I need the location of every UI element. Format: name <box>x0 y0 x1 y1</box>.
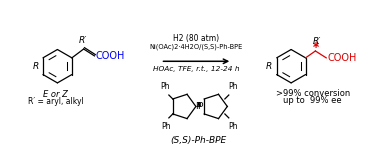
Text: R′: R′ <box>79 36 87 45</box>
Text: P: P <box>197 102 203 111</box>
Text: COOH: COOH <box>327 53 356 63</box>
Text: Ph: Ph <box>160 82 170 91</box>
Text: R: R <box>33 62 39 71</box>
Text: COOH: COOH <box>95 51 125 61</box>
Text: P: P <box>195 102 200 111</box>
Text: R′ = aryl, alkyl: R′ = aryl, alkyl <box>28 97 83 106</box>
Text: up to  99% ee: up to 99% ee <box>284 96 342 105</box>
Text: Ph: Ph <box>228 82 237 91</box>
Text: (S,S)-Ph-BPE: (S,S)-Ph-BPE <box>171 136 227 145</box>
Text: E or Z: E or Z <box>43 90 68 99</box>
Text: Ph: Ph <box>228 122 237 131</box>
Text: Ph: Ph <box>161 122 170 131</box>
Text: R′: R′ <box>313 37 322 46</box>
Text: H2 (80 atm): H2 (80 atm) <box>173 34 219 43</box>
Text: R: R <box>266 62 273 71</box>
Text: >99% conversion: >99% conversion <box>276 89 350 98</box>
Text: ∗: ∗ <box>312 40 321 50</box>
Text: HOAc, TFE, r.t., 12-24 h: HOAc, TFE, r.t., 12-24 h <box>153 66 240 72</box>
Text: Ni(OAc)2·4H2O/(S,S)-Ph-BPE: Ni(OAc)2·4H2O/(S,S)-Ph-BPE <box>150 44 243 51</box>
